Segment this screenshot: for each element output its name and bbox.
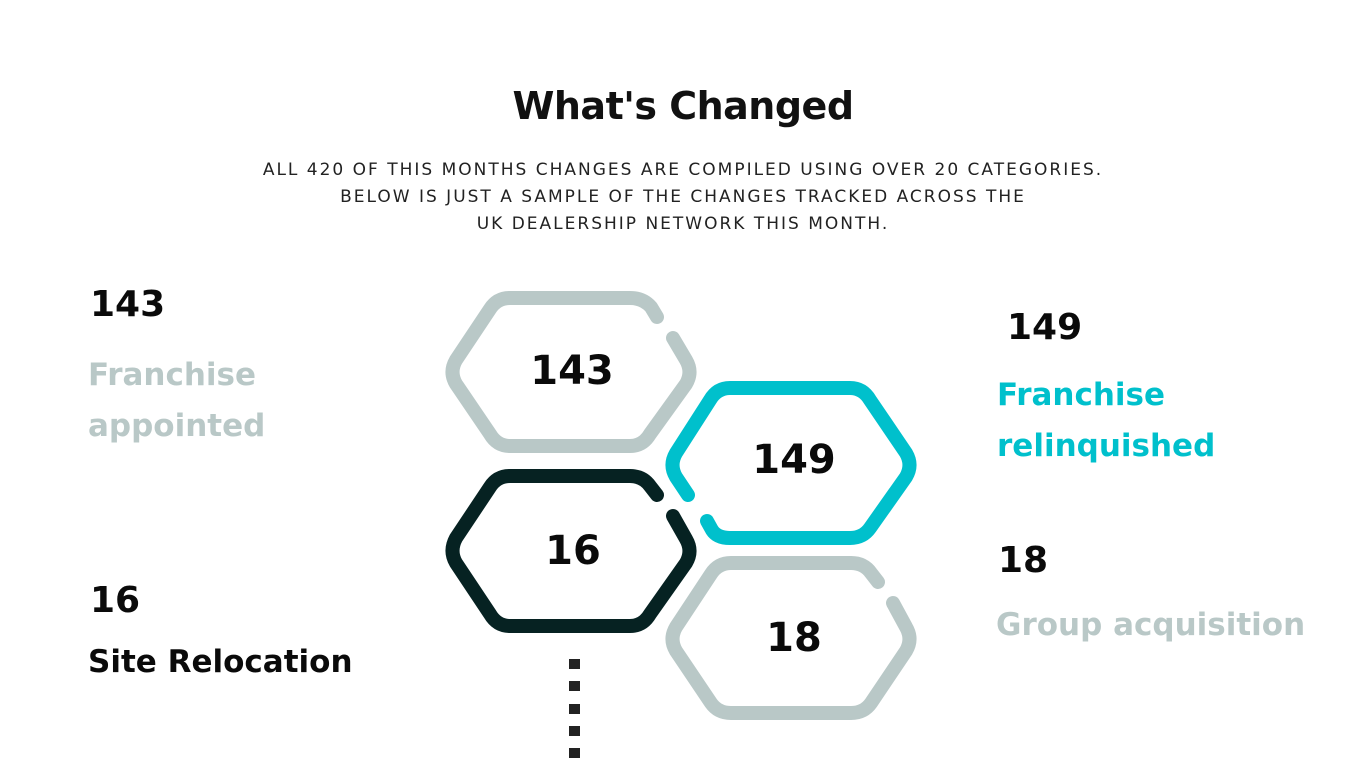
connector-dot: [569, 748, 580, 758]
hexagon-group-acquisition: 18: [665, 556, 917, 720]
hexagon-site-relocation: 16: [445, 469, 697, 633]
group-acquisition-label: Group acquisition: [996, 607, 1306, 643]
site-relocation-label: Site Relocation: [88, 644, 353, 680]
group-acquisition-count: 18: [998, 540, 1049, 581]
franchise-relinquished-label: Franchise relinquished: [997, 370, 1215, 472]
page-subtitle: ALL 420 OF THIS MONTHS CHANGES ARE COMPI…: [0, 157, 1366, 238]
subtitle-line-3: UK DEALERSHIP NETWORK THIS MONTH.: [476, 214, 890, 234]
page-title: What's Changed: [512, 84, 854, 128]
franchise-appointed-label-line-1: Franchise: [88, 357, 257, 393]
hexagon-outline: [445, 469, 697, 633]
franchise-relinquished-count: 149: [1007, 307, 1083, 348]
hexagon-outline: [665, 556, 917, 720]
hexagon-franchise-relinquished: 149: [665, 381, 917, 545]
connector-dot: [569, 659, 580, 669]
franchise-relinquished-label-line-2: relinquished: [997, 428, 1216, 464]
hexagon-value: 16: [545, 528, 601, 574]
franchise-appointed-count: 143: [90, 284, 166, 325]
hexagon-outline: [665, 381, 917, 545]
connector-dot: [569, 726, 580, 736]
hexagon-value: 18: [766, 615, 822, 661]
franchise-appointed-label: Franchise appointed: [88, 350, 265, 452]
hexagon-franchise-appointed: 143: [445, 291, 697, 453]
subtitle-line-1: ALL 420 OF THIS MONTHS CHANGES ARE COMPI…: [262, 160, 1104, 180]
hexagon-value: 149: [752, 437, 836, 483]
dotted-connector: [569, 659, 580, 758]
hexagon-outline: [445, 291, 697, 453]
subtitle-line-2: BELOW IS JUST A SAMPLE OF THE CHANGES TR…: [340, 187, 1026, 207]
hexagon-value: 143: [530, 348, 614, 394]
connector-dot: [569, 681, 580, 691]
franchise-appointed-label-line-2: appointed: [88, 408, 266, 444]
franchise-relinquished-label-line-1: Franchise: [997, 377, 1166, 413]
site-relocation-count: 16: [90, 580, 141, 621]
connector-dot: [569, 704, 580, 714]
